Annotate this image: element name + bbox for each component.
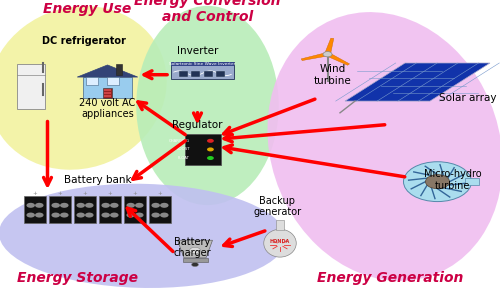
Text: Backup
generator: Backup generator (254, 196, 302, 217)
Text: Battery
charger: Battery charger (174, 237, 212, 258)
Polygon shape (178, 240, 212, 258)
FancyBboxPatch shape (204, 71, 213, 77)
FancyBboxPatch shape (99, 196, 121, 224)
Text: Inverter: Inverter (177, 46, 218, 56)
Circle shape (192, 263, 198, 267)
Polygon shape (77, 65, 138, 77)
Ellipse shape (264, 229, 296, 257)
FancyBboxPatch shape (24, 196, 46, 224)
Circle shape (102, 203, 110, 208)
Text: Regulator: Regulator (172, 120, 223, 130)
Polygon shape (326, 53, 349, 65)
Text: Micro-hydro
turbine: Micro-hydro turbine (424, 169, 482, 191)
FancyBboxPatch shape (116, 64, 122, 75)
Text: DC refrigerator: DC refrigerator (42, 36, 126, 46)
FancyBboxPatch shape (107, 77, 119, 85)
Text: HONDA: HONDA (270, 239, 290, 244)
Circle shape (207, 139, 214, 143)
Circle shape (76, 212, 85, 218)
Text: Solar array: Solar array (439, 93, 496, 103)
Circle shape (102, 212, 110, 218)
Text: 240 volt AC
appliances: 240 volt AC appliances (80, 98, 136, 119)
Circle shape (207, 147, 214, 151)
Text: Battery bank: Battery bank (64, 175, 132, 185)
FancyBboxPatch shape (104, 88, 112, 98)
Polygon shape (345, 63, 490, 101)
Circle shape (404, 162, 471, 202)
Ellipse shape (268, 12, 500, 281)
Text: Energy Conversion
and Control: Energy Conversion and Control (134, 0, 281, 24)
FancyBboxPatch shape (171, 62, 234, 79)
Circle shape (76, 203, 85, 208)
FancyBboxPatch shape (74, 196, 96, 224)
FancyBboxPatch shape (216, 71, 226, 77)
Circle shape (207, 156, 214, 160)
FancyBboxPatch shape (82, 77, 132, 98)
Circle shape (126, 212, 135, 218)
Text: +: + (158, 191, 162, 196)
Polygon shape (301, 52, 328, 61)
Circle shape (85, 203, 94, 208)
Circle shape (190, 247, 200, 254)
Circle shape (110, 212, 118, 218)
Text: +: + (32, 191, 38, 196)
Text: +: + (58, 191, 62, 196)
FancyBboxPatch shape (86, 77, 99, 85)
Ellipse shape (136, 6, 279, 205)
Text: Wind
turbine: Wind turbine (314, 64, 352, 86)
Ellipse shape (0, 184, 286, 288)
Circle shape (126, 203, 135, 208)
Circle shape (152, 212, 160, 218)
Circle shape (35, 212, 43, 218)
FancyBboxPatch shape (49, 196, 71, 224)
Circle shape (135, 212, 143, 218)
FancyBboxPatch shape (104, 89, 111, 91)
Text: FLOAT: FLOAT (178, 156, 190, 160)
FancyBboxPatch shape (179, 71, 188, 77)
FancyBboxPatch shape (171, 62, 234, 66)
Circle shape (426, 175, 450, 189)
Text: Energy Use: Energy Use (44, 2, 132, 16)
Circle shape (110, 203, 118, 208)
FancyBboxPatch shape (184, 134, 220, 165)
FancyBboxPatch shape (182, 258, 208, 262)
Polygon shape (324, 38, 334, 54)
Circle shape (60, 212, 68, 218)
Circle shape (323, 52, 332, 57)
FancyBboxPatch shape (104, 92, 111, 94)
Circle shape (26, 203, 35, 208)
Text: +: + (108, 191, 112, 196)
Text: Energy Storage: Energy Storage (17, 271, 138, 285)
Ellipse shape (0, 6, 167, 170)
Text: BOOST: BOOST (176, 147, 190, 151)
Circle shape (160, 212, 168, 218)
Circle shape (35, 203, 43, 208)
Circle shape (160, 203, 168, 208)
Circle shape (152, 203, 160, 208)
FancyBboxPatch shape (104, 95, 111, 97)
Circle shape (52, 212, 60, 218)
FancyBboxPatch shape (149, 196, 171, 224)
FancyBboxPatch shape (192, 71, 200, 77)
FancyBboxPatch shape (276, 220, 284, 230)
Text: Energy Generation: Energy Generation (317, 271, 463, 285)
Circle shape (52, 203, 60, 208)
Circle shape (26, 212, 35, 218)
FancyBboxPatch shape (465, 178, 479, 185)
FancyBboxPatch shape (124, 196, 146, 224)
Text: CHARGING: CHARGING (169, 139, 190, 143)
Text: +: + (82, 191, 87, 196)
Circle shape (60, 203, 68, 208)
Circle shape (135, 203, 143, 208)
Text: +: + (132, 191, 138, 196)
Text: Solartronic Sine Wave Inverter: Solartronic Sine Wave Inverter (169, 62, 236, 66)
Circle shape (85, 212, 94, 218)
FancyBboxPatch shape (17, 64, 45, 109)
